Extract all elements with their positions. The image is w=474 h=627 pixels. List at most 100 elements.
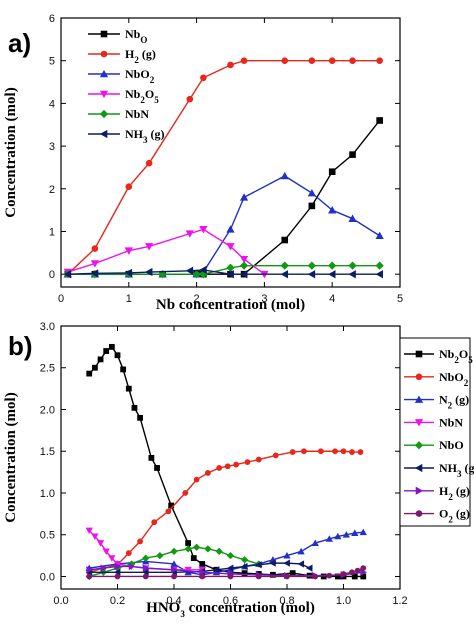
legend-item: NbN: [88, 107, 149, 121]
data-point: [289, 570, 296, 577]
series-1: [64, 57, 383, 278]
x-tick-label: 0.6: [223, 595, 238, 607]
data-point: [96, 540, 105, 547]
data-point: [100, 564, 107, 572]
data-point: [91, 533, 99, 541]
data-point: [244, 459, 251, 465]
legend-item: NH3 (g): [88, 127, 165, 145]
data-point: [297, 560, 305, 568]
data-point: [185, 230, 194, 238]
data-point: [137, 414, 143, 421]
legend-marker: [99, 90, 109, 99]
data-point: [185, 266, 194, 275]
data-point: [307, 261, 316, 270]
data-point: [63, 270, 72, 279]
data-point: [255, 561, 262, 569]
legend-label: H2 (g): [439, 484, 470, 502]
legend-label: NbN: [439, 415, 463, 429]
data-point: [192, 270, 201, 279]
data-point: [301, 448, 307, 455]
legend-marker: [99, 129, 108, 139]
data-point: [354, 567, 361, 574]
data-point: [375, 231, 384, 240]
legend-item: Nb2O5: [88, 87, 159, 105]
y-tick-label: 3: [49, 141, 55, 153]
data-point: [305, 564, 313, 572]
data-point: [334, 532, 342, 540]
data-point: [170, 547, 178, 556]
data-point: [297, 547, 305, 555]
legend-label: O2 (g): [439, 507, 470, 525]
data-point: [360, 573, 367, 580]
legend-item: NbO: [88, 27, 147, 45]
data-point: [137, 538, 144, 545]
data-point: [128, 562, 136, 571]
data-point: [125, 550, 132, 556]
data-point: [328, 168, 336, 176]
data-point: [311, 539, 319, 546]
data-point: [124, 268, 133, 278]
x-tick-label: 3: [261, 293, 267, 305]
data-point: [145, 243, 154, 251]
chart-panel-a: a) 0 1 2 3 4 5 0 1 2 3 4 5 6 Nb concentration (mol) Co…: [3, 13, 403, 313]
y-tick-label: 6: [49, 13, 55, 25]
y-tick-label: 2: [49, 184, 55, 196]
data-point: [148, 455, 155, 461]
legend-item: H2 (g): [404, 484, 470, 502]
data-point: [351, 529, 359, 536]
data-point: [376, 57, 383, 64]
data-point: [334, 573, 341, 580]
legend-item: NbN: [404, 415, 463, 429]
data-point: [102, 548, 110, 556]
x-tick-label: 4: [329, 293, 335, 305]
data-point: [349, 57, 356, 64]
data-point: [199, 573, 206, 580]
data-point: [332, 448, 338, 455]
data-point: [308, 57, 316, 64]
legend: NbO H2 (g) NbO2 Nb2O5 NbN NH3 (g): [88, 27, 165, 145]
y-axis-title: Concentration (mol): [3, 87, 19, 217]
data-point: [205, 470, 211, 476]
data-point: [193, 476, 200, 483]
legend-label: NH3 (g): [125, 127, 165, 145]
y-tick-label: 2.0: [40, 404, 55, 416]
data-point: [255, 456, 262, 463]
data-point: [184, 545, 192, 553]
legend-label: NbO2: [439, 370, 469, 388]
data-point: [124, 247, 133, 255]
series-1: [86, 448, 364, 576]
data-point: [255, 573, 262, 580]
data-point: [120, 366, 127, 373]
data-point: [224, 463, 231, 470]
legend-marker: [99, 109, 109, 119]
data-point: [108, 555, 116, 562]
data-point: [92, 364, 98, 371]
legend: Nb2O5 NbO2 N2 (g) NbN NbO NH3 (g) H2 (g) O2 (g): [399, 337, 474, 527]
series-5: [63, 265, 383, 279]
data-point: [165, 508, 172, 515]
legend-label: N2 (g): [439, 393, 469, 411]
series-2: [63, 171, 384, 278]
legend-item: NbO: [404, 438, 464, 452]
legend-item: N2 (g): [404, 393, 469, 411]
data-point: [226, 243, 235, 251]
data-point: [233, 461, 240, 468]
legend-marker: [99, 69, 109, 78]
series-line: [67, 175, 381, 275]
chart-panel-b: b) 0.0 0.2 0.4 0.6 0.8 1.0 1.2 0.0 0.5 1.0 1.5 2.0 2…: [3, 321, 474, 619]
data-point: [200, 74, 207, 82]
data-point: [328, 270, 336, 279]
data-point: [86, 370, 93, 377]
data-point: [151, 519, 158, 526]
data-point: [103, 348, 110, 354]
data-point: [280, 270, 289, 279]
y-tick-label: 0.5: [40, 530, 55, 542]
x-axis-title: Nb concentration (mol): [156, 297, 305, 313]
data-point: [375, 261, 384, 270]
legend-label: Nb2O5: [439, 347, 473, 365]
legend-marker: [414, 395, 424, 403]
legend-item: NbO2: [88, 67, 155, 85]
y-tick-label: 0.0: [40, 571, 55, 583]
data-point: [375, 270, 383, 279]
data-point: [289, 449, 296, 455]
